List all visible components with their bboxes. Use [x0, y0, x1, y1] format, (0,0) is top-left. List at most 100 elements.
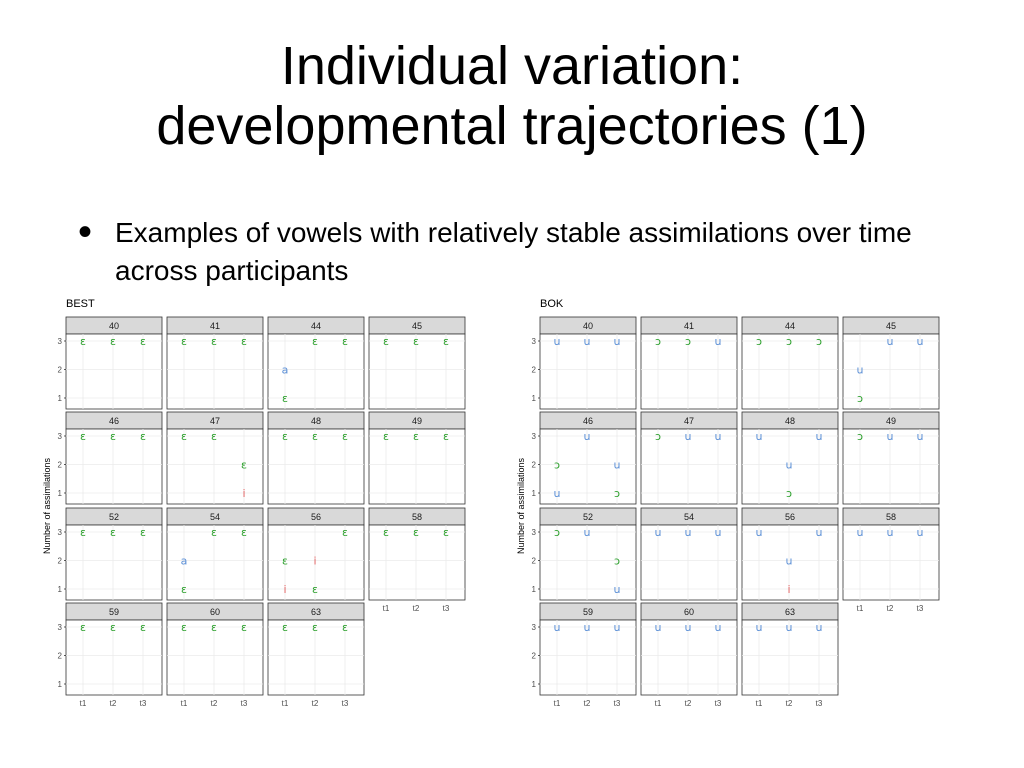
facet-panel-bg: [65, 619, 163, 696]
facet-panel-bg: [267, 524, 365, 601]
facet-strip-label: 48: [311, 416, 321, 426]
facet-panel-44: 44 a ɛ ɛ ɛ: [267, 316, 365, 410]
data-point-ɛ: ɛ: [80, 430, 86, 443]
data-point-ɔ: ɔ: [816, 335, 822, 348]
data-point-u: u: [715, 335, 722, 348]
facet-panel-bg: [640, 524, 738, 601]
facet-panel-54: 54 a ɛ ɛ ɛ: [166, 507, 264, 601]
facet-strip-label: 47: [210, 416, 220, 426]
y-tick-label: 2: [532, 652, 537, 661]
facet-strip-label: 44: [785, 321, 795, 331]
facet-panel-bg: [267, 619, 365, 696]
data-point-u: u: [715, 621, 722, 634]
facet-panel-bg: [65, 428, 163, 505]
facet-strip-label: 58: [886, 512, 896, 522]
data-point-a: a: [282, 364, 289, 377]
slide-title-line1: Individual variation:: [280, 36, 744, 96]
x-tick-label: t2: [413, 604, 420, 613]
y-tick-label: 2: [532, 366, 537, 375]
facet-panel-44: 44 ɔ ɔ ɔ: [741, 316, 839, 410]
facet-panel-49: 49 ɛ ɛ ɛ: [368, 411, 466, 505]
data-point-ɛ: ɛ: [241, 621, 247, 634]
data-point-ɛ: ɛ: [241, 459, 247, 472]
facet-panel-52: 52 1 2 3 ɛ ɛ ɛ: [58, 507, 163, 601]
data-point-u: u: [554, 621, 561, 634]
y-tick-label: 2: [532, 557, 537, 566]
x-tick-label: t1: [655, 699, 662, 708]
facet-strip-label: 54: [684, 512, 694, 522]
data-point-u: u: [584, 430, 591, 443]
data-point-i: i: [283, 583, 286, 596]
y-tick-label: 2: [58, 461, 63, 470]
data-point-u: u: [756, 621, 763, 634]
data-point-ɛ: ɛ: [383, 526, 389, 539]
data-point-i: i: [787, 583, 790, 596]
data-point-u: u: [857, 526, 864, 539]
data-point-ɔ: ɔ: [786, 335, 792, 348]
data-point-u: u: [816, 526, 823, 539]
x-tick-label: t1: [181, 699, 188, 708]
y-tick-label: 1: [532, 394, 537, 403]
facet-strip-label: 46: [583, 416, 593, 426]
facet-panel-48: 48 u u ɔ u: [741, 411, 839, 505]
facet-panel-bg: [166, 524, 264, 601]
y-tick-label: 1: [532, 489, 537, 498]
facet-panel-54: 54 u u u: [640, 507, 738, 601]
facet-strip-label: 52: [109, 512, 119, 522]
facet-panel-bg: [640, 619, 738, 696]
facet-panel-41: 41 ɛ ɛ ɛ: [166, 316, 264, 410]
data-point-ɛ: ɛ: [181, 335, 187, 348]
data-point-ɔ: ɔ: [614, 487, 620, 500]
facet-strip-label: 44: [311, 321, 321, 331]
facet-panel-40: 40 1 2 3 u u u: [532, 316, 637, 410]
data-point-u: u: [857, 364, 864, 377]
x-tick-label: t2: [685, 699, 692, 708]
facet-strip-label: 54: [210, 512, 220, 522]
facet-panel-bg: [640, 333, 738, 410]
facet-panel-60: 60 t1 t2 t3 ɛ ɛ ɛ: [166, 602, 264, 708]
data-point-ɛ: ɛ: [443, 430, 449, 443]
facet-panel-59: 59 1 2 3 t1 t2 t3 ɛ ɛ ɛ: [58, 602, 163, 708]
data-point-u: u: [685, 526, 692, 539]
facet-strip-label: 60: [210, 607, 220, 617]
data-point-ɛ: ɛ: [80, 526, 86, 539]
facet-panel-bg: [368, 333, 466, 410]
slide-title: Individual variation: developmental traj…: [0, 36, 1024, 156]
data-point-u: u: [756, 526, 763, 539]
x-tick-label: t1: [80, 699, 87, 708]
data-point-ɛ: ɛ: [140, 526, 146, 539]
facet-panel-bg: [842, 524, 940, 601]
data-point-u: u: [786, 555, 793, 568]
data-point-u: u: [816, 621, 823, 634]
facet-panel-bg: [368, 428, 466, 505]
x-tick-label: t3: [140, 699, 147, 708]
facet-panel-47: 47 ɛ ɛ ɛ i: [166, 411, 264, 505]
facet-panel-40: 40 1 2 3 ɛ ɛ ɛ: [58, 316, 163, 410]
data-point-ɛ: ɛ: [181, 621, 187, 634]
x-tick-label: t2: [211, 699, 218, 708]
data-point-ɛ: ɛ: [342, 526, 348, 539]
data-point-ɔ: ɔ: [554, 526, 560, 539]
facet-strip-label: 59: [583, 607, 593, 617]
data-point-ɛ: ɛ: [443, 335, 449, 348]
data-point-u: u: [685, 430, 692, 443]
bullet-dot: •: [78, 210, 93, 254]
data-point-ɛ: ɛ: [282, 555, 288, 568]
y-tick-label: 1: [58, 489, 63, 498]
facet-panel-58: 58 t1 t2 t3 ɛ ɛ ɛ: [368, 507, 466, 613]
data-point-ɔ: ɔ: [857, 430, 863, 443]
data-point-a: a: [181, 555, 188, 568]
y-tick-label: 3: [58, 623, 63, 632]
y-tick-label: 2: [58, 652, 63, 661]
x-tick-label: t1: [383, 604, 390, 613]
facet-panel-bg: [539, 333, 637, 410]
facet-panel-bg: [539, 524, 637, 601]
y-tick-label: 2: [58, 366, 63, 375]
x-tick-label: t1: [857, 604, 864, 613]
data-point-ɔ: ɔ: [554, 459, 560, 472]
facet-panel-63: 63 t1 t2 t3 u u u: [741, 602, 839, 708]
data-point-u: u: [786, 459, 793, 472]
data-point-u: u: [584, 526, 591, 539]
data-point-ɔ: ɔ: [685, 335, 691, 348]
